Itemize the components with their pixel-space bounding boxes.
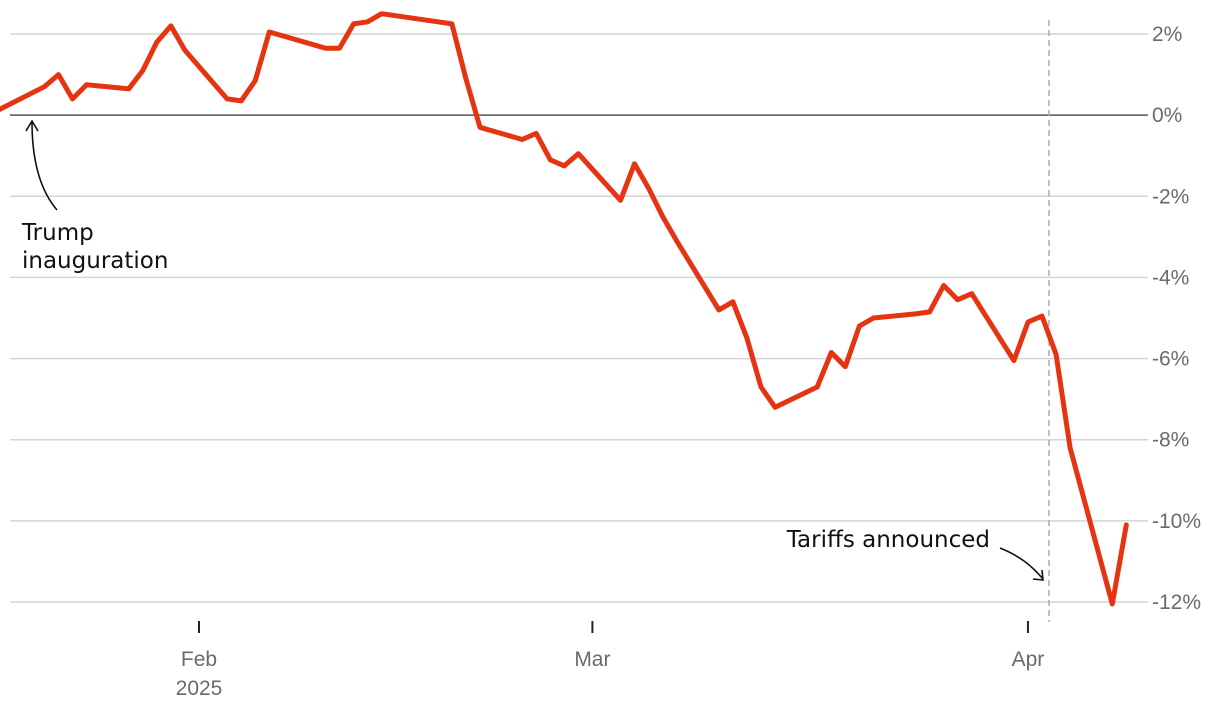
y-tick-label: -8% — [1152, 429, 1189, 452]
annotation-inauguration: inauguration — [22, 248, 168, 274]
tariffs-arrow — [999, 547, 1044, 580]
tariffs-arrowhead — [1032, 569, 1044, 581]
x-tick-label: Mar — [574, 648, 610, 671]
y-tick-label: -2% — [1152, 185, 1189, 208]
annotation-inauguration: Trump — [21, 220, 94, 246]
inauguration-arrow — [31, 121, 58, 211]
x-tick-label: Feb — [181, 648, 217, 671]
y-tick-label: -12% — [1152, 591, 1201, 614]
y-axis-labels: 2% 0% -2% -4% -6% -8% -10% -12% — [1152, 23, 1201, 614]
y-tick-label: 0% — [1152, 104, 1182, 127]
x-tick-sublabel: 2025 — [176, 677, 223, 700]
x-axis: Feb 2025 Mar Apr — [176, 621, 1045, 700]
y-tick-label: 2% — [1152, 23, 1182, 46]
series-layer — [0, 11, 1129, 607]
x-tick-label: Apr — [1012, 648, 1045, 671]
inauguration-arrowhead — [25, 119, 39, 132]
y-tick-label: -6% — [1152, 348, 1189, 371]
gridlines — [10, 33, 1148, 603]
y-tick-label: -10% — [1152, 510, 1201, 533]
y-tick-label: -4% — [1152, 266, 1189, 289]
series-line — [0, 11, 1129, 607]
annotation-tariffs: Tariffs announced — [786, 527, 990, 553]
